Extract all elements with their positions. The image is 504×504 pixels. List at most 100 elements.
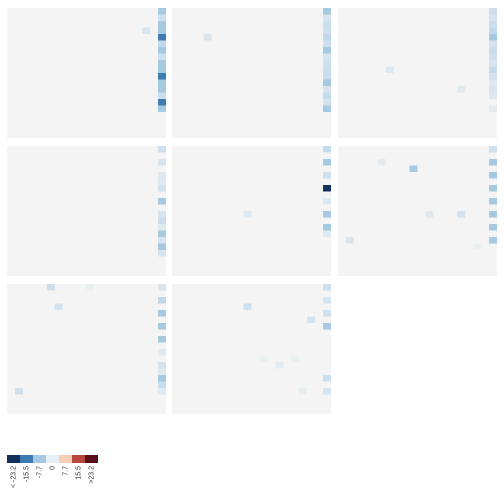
heatmap-cell (323, 224, 331, 231)
heatmap-cell (323, 146, 331, 153)
heatmap-panel (7, 146, 166, 276)
heatmap-cell (299, 388, 308, 395)
heatmap-cell (323, 185, 331, 192)
legend-swatch (72, 455, 85, 463)
heatmap-cell (323, 73, 331, 80)
heatmap-cell (385, 66, 394, 73)
heatmap-cell (158, 323, 166, 330)
heatmap-cell (323, 310, 331, 317)
legend-tick-label: 0 (50, 466, 57, 470)
legend-swatch (85, 455, 98, 463)
legend-tick-label: 7.7 (63, 466, 70, 476)
heatmap-cell (158, 178, 166, 185)
heatmap-panel (172, 284, 331, 414)
heatmap-cell (158, 92, 166, 99)
heatmap-cell (489, 211, 497, 218)
heatmap-cell (323, 47, 331, 54)
panel-background (7, 146, 166, 276)
heatmap-cell (323, 79, 331, 86)
heatmap-cell (158, 172, 166, 179)
heatmap-cell (489, 47, 497, 54)
heatmap-cell (489, 53, 497, 60)
heatmap-cell (323, 86, 331, 93)
heatmap-cell (489, 34, 497, 41)
legend-tick-label: 15.5 (76, 466, 83, 480)
heatmap-cell (323, 105, 331, 112)
heatmap-panel (338, 146, 497, 276)
heatmap-cell (275, 362, 284, 369)
heatmap-cell (158, 224, 166, 231)
legend-swatch (59, 455, 72, 463)
heatmap-cell (377, 159, 386, 166)
legend-tick-label: -15.5 (24, 466, 31, 482)
heatmap-cell (323, 27, 331, 34)
heatmap-cell (345, 237, 354, 244)
legend-swatch (46, 455, 59, 463)
heatmap-cell (158, 230, 166, 237)
heatmap-cell (307, 316, 316, 323)
heatmap-cell (158, 8, 166, 15)
panel-background (7, 8, 166, 138)
heatmap-cell (323, 40, 331, 47)
heatmap-cell (158, 66, 166, 73)
panel-background (172, 8, 331, 138)
heatmap-cell (323, 230, 331, 237)
heatmap-cell (46, 284, 55, 291)
panel-background (338, 8, 497, 138)
heatmap-cell (489, 8, 497, 15)
legend-tick-label: < -23.2 (11, 466, 18, 488)
heatmap-cell (489, 14, 497, 21)
heatmap-cell (489, 198, 497, 205)
heatmap-cell (158, 47, 166, 54)
heatmap-cell (158, 159, 166, 166)
heatmap-panel (338, 8, 497, 138)
heatmap-cell (14, 388, 23, 395)
heatmap-panel (7, 8, 166, 138)
heatmap-cell (323, 159, 331, 166)
heatmap-cell (86, 284, 95, 291)
heatmap-cell (158, 34, 166, 41)
heatmap-cell (489, 185, 497, 192)
heatmap-cell (323, 92, 331, 99)
heatmap-cell (323, 198, 331, 205)
heatmap-cell (158, 146, 166, 153)
heatmap-cell (158, 105, 166, 112)
heatmap-cell (243, 303, 252, 310)
heatmap-cell (158, 237, 166, 244)
heatmap-cell (291, 355, 300, 362)
heatmap-cell (243, 211, 252, 218)
heatmap-cell (489, 60, 497, 67)
heatmap-cell (323, 323, 331, 330)
heatmap-cell (158, 388, 166, 395)
heatmap-cell (158, 368, 166, 375)
heatmap-cell (323, 388, 331, 395)
heatmap-cell (158, 243, 166, 250)
heatmap-cell (489, 40, 497, 47)
heatmap-cell (323, 14, 331, 21)
heatmap-cell (158, 250, 166, 257)
heatmap-cell (158, 375, 166, 382)
heatmap-cell (158, 336, 166, 343)
heatmap-cell (323, 21, 331, 28)
heatmap-cell (158, 14, 166, 21)
heatmap-cell (158, 60, 166, 67)
heatmap-cell (158, 185, 166, 192)
heatmap-cell (158, 21, 166, 28)
heatmap-cell (489, 27, 497, 34)
heatmap-cell (158, 53, 166, 60)
heatmap-cell (158, 211, 166, 218)
heatmap-cell (142, 27, 151, 34)
heatmap-cell (489, 146, 497, 153)
heatmap-cell (489, 224, 497, 231)
heatmap-cell (323, 66, 331, 73)
heatmap-cell (489, 86, 497, 93)
heatmap-cell (457, 211, 466, 218)
heatmap-cell (203, 34, 212, 41)
heatmap-cell (158, 284, 166, 291)
heatmap-cell (489, 73, 497, 80)
heatmap-cell (457, 86, 466, 93)
heatmap-cell (489, 21, 497, 28)
heatmap-cell (158, 79, 166, 86)
heatmap-cell (409, 165, 418, 172)
